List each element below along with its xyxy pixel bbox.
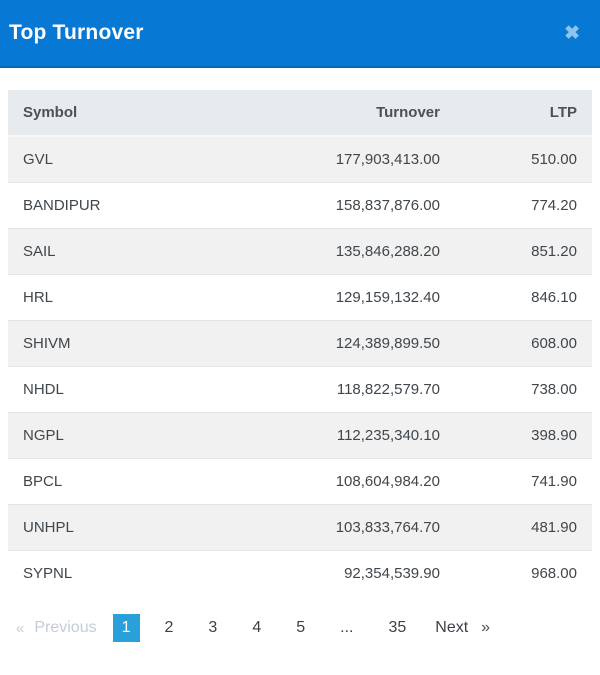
table-row: GVL 177,903,413.00 510.00 [8, 136, 592, 183]
pagination-next[interactable]: Next » [435, 619, 490, 637]
top-turnover-modal: Top Turnover ✖ Symbol Turnover LTP GVL 1… [0, 0, 600, 642]
ltp-cell: 481.90 [455, 504, 592, 551]
table-row: HRL 129,159,132.40 846.10 [8, 274, 592, 321]
turnover-cell: 103,833,764.70 [215, 504, 455, 551]
symbol-cell: SHIVM [8, 320, 215, 367]
table-row: SAIL 135,846,288.20 851.20 [8, 228, 592, 275]
table-row: BANDIPUR 158,837,876.00 774.20 [8, 182, 592, 229]
turnover-cell: 135,846,288.20 [215, 228, 455, 275]
symbol-cell: SYPNL [8, 550, 215, 596]
ltp-cell: 741.90 [455, 458, 592, 505]
turnover-cell: 158,837,876.00 [215, 182, 455, 229]
turnover-cell: 112,235,340.10 [215, 412, 455, 459]
table-row: SHIVM 124,389,899.50 608.00 [8, 320, 592, 367]
symbol-cell: SAIL [8, 228, 215, 275]
pagination: « Previous 1 2 3 4 5 ... 35 Next » [16, 614, 592, 642]
next-arrow-icon: » [481, 619, 491, 636]
turnover-cell: 118,822,579.70 [215, 366, 455, 413]
symbol-cell: GVL [23, 151, 54, 168]
ltp-cell: 510.00 [531, 151, 577, 168]
turnover-cell: 129,159,132.40 [215, 274, 455, 321]
pagination-page-2[interactable]: 2 [164, 619, 174, 636]
ltp-cell: 774.20 [455, 182, 592, 229]
symbol-cell: NHDL [8, 366, 215, 413]
turnover-cell: 177,903,413.00 [335, 151, 440, 168]
pagination-page-35[interactable]: 35 [388, 619, 407, 636]
next-label: Next [435, 619, 469, 636]
ltp-cell: 968.00 [455, 550, 592, 596]
symbol-cell: NGPL [8, 412, 215, 459]
ltp-cell: 398.90 [455, 412, 592, 459]
column-header-symbol: Symbol [8, 90, 215, 137]
symbol-cell: BPCL [8, 458, 215, 505]
close-icon[interactable]: ✖ [560, 20, 584, 47]
turnover-cell: 92,354,539.90 [215, 550, 455, 596]
table-row: NGPL 112,235,340.10 398.90 [8, 412, 592, 459]
column-header-turnover: Turnover [215, 90, 455, 137]
table-row: UNHPL 103,833,764.70 481.90 [8, 504, 592, 551]
ltp-cell: 608.00 [455, 320, 592, 367]
table-row: SYPNL 92,354,539.90 968.00 [8, 550, 592, 596]
ltp-cell: 846.10 [455, 274, 592, 321]
turnover-table: Symbol Turnover LTP GVL 177,903,413.00 5… [8, 90, 592, 596]
previous-label: Previous [34, 619, 97, 636]
modal-title: Top Turnover [9, 21, 144, 44]
table-header-row: Symbol Turnover LTP [8, 90, 592, 137]
modal-body: Symbol Turnover LTP GVL 177,903,413.00 5… [0, 68, 600, 642]
symbol-cell: HRL [8, 274, 215, 321]
pagination-page-3[interactable]: 3 [208, 619, 218, 636]
pagination-page-1[interactable]: 1 [112, 614, 140, 642]
ltp-cell: 851.20 [455, 228, 592, 275]
turnover-cell: 108,604,984.20 [215, 458, 455, 505]
pagination-page-4[interactable]: 4 [252, 619, 262, 636]
table-row: NHDL 118,822,579.70 738.00 [8, 366, 592, 413]
pagination-ellipsis: ... [340, 619, 354, 636]
ltp-cell: 738.00 [455, 366, 592, 413]
symbol-cell: UNHPL [8, 504, 215, 551]
table-row: BPCL 108,604,984.20 741.90 [8, 458, 592, 505]
pagination-previous[interactable]: « Previous [16, 619, 97, 637]
column-header-ltp: LTP [455, 90, 592, 137]
modal-header: Top Turnover ✖ [0, 0, 600, 68]
previous-arrow-icon: « [16, 619, 25, 637]
turnover-cell: 124,389,899.50 [215, 320, 455, 367]
pagination-page-5[interactable]: 5 [296, 619, 306, 636]
symbol-cell: BANDIPUR [8, 182, 215, 229]
